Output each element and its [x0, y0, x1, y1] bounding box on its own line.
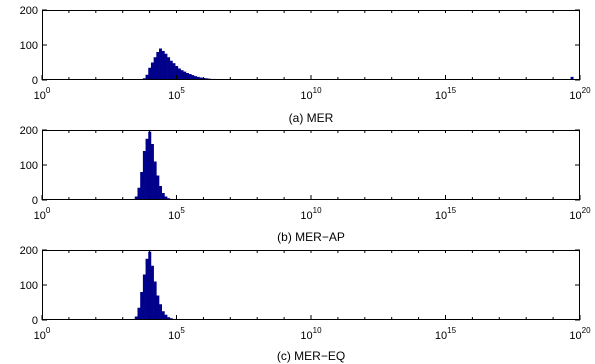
x-tick-label: 1020	[569, 326, 591, 342]
histogram-bar	[150, 144, 154, 200]
x-tick-label: 1015	[435, 206, 457, 222]
histogram-bar	[137, 187, 141, 200]
y-tick-label: 0	[32, 315, 38, 327]
histogram-bar	[153, 57, 157, 80]
x-tick-label: 100	[34, 326, 51, 342]
panel-caption: (a) MER	[289, 111, 334, 125]
y-tick-label: 100	[20, 40, 38, 52]
histogram-bar	[159, 186, 163, 200]
histogram-bar	[161, 311, 165, 320]
y-tick-label: 0	[32, 195, 38, 207]
histogram-bar	[570, 76, 574, 80]
y-tick-label: 100	[20, 160, 38, 172]
x-tick-label: 1010	[300, 326, 322, 342]
histogram-bar	[159, 48, 163, 80]
histogram-bar	[164, 196, 168, 200]
histogram-bar	[164, 53, 168, 80]
x-tick-label: 1010	[300, 206, 322, 222]
histogram-bar	[167, 317, 171, 320]
histogram-bar	[172, 63, 176, 80]
histogram-bar	[145, 74, 149, 80]
y-tick-label: 200	[20, 245, 38, 257]
y-tick-label: 0	[32, 75, 38, 87]
panel-caption: (c) MER−EQ	[277, 349, 345, 363]
histogram-bar	[134, 196, 138, 200]
x-tick-label: 1010	[300, 86, 322, 102]
histogram-bar	[161, 50, 165, 80]
histogram-bar	[199, 77, 203, 80]
histogram-bar	[148, 251, 152, 320]
histogram-bar	[196, 76, 200, 80]
histogram-bar	[164, 314, 168, 320]
histogram-bar	[175, 66, 179, 80]
histogram-bar	[150, 62, 154, 80]
histogram-bar	[148, 131, 152, 200]
x-tick-label: 1015	[435, 326, 457, 342]
y-tick-label: 200	[20, 5, 38, 17]
x-tick-label: 105	[168, 326, 185, 342]
histogram-bar	[148, 67, 152, 80]
x-tick-label: 1015	[435, 86, 457, 102]
histogram-bar	[145, 258, 149, 320]
histogram-bar	[137, 307, 141, 320]
histogram-bar	[167, 57, 171, 80]
histogram-bar	[156, 175, 160, 200]
axes-frame	[42, 130, 580, 200]
axes-frame	[42, 250, 580, 320]
y-tick-label: 100	[20, 280, 38, 292]
histogram-bar	[153, 161, 157, 200]
histogram-bar	[191, 75, 195, 80]
histogram-bar	[145, 138, 149, 200]
y-tick-label: 200	[20, 125, 38, 137]
histogram-bar	[156, 52, 160, 80]
x-tick-label: 1020	[569, 206, 591, 222]
histogram-bar	[161, 193, 165, 200]
histogram-bar	[150, 265, 154, 320]
x-tick-label: 1020	[569, 86, 591, 102]
x-tick-label: 105	[168, 86, 185, 102]
histogram-bar	[142, 151, 146, 200]
histogram-bar	[169, 60, 173, 80]
histogram-bar	[142, 274, 146, 320]
axes-frame	[42, 10, 580, 80]
histogram-bar	[193, 76, 197, 80]
histogram-bar	[180, 70, 184, 80]
histogram-bar	[153, 281, 157, 320]
histogram-bar	[185, 73, 189, 80]
histogram-bar	[140, 292, 144, 320]
histogram-bar	[134, 316, 138, 320]
histogram-bar	[156, 295, 160, 320]
histogram-bar	[177, 68, 181, 80]
panel-caption: (b) MER−AP	[277, 230, 345, 244]
histogram-bar	[188, 74, 192, 80]
x-tick-label: 100	[34, 86, 51, 102]
histogram-bar	[140, 172, 144, 200]
histogram-bar	[183, 71, 187, 80]
x-tick-label: 100	[34, 206, 51, 222]
x-tick-label: 105	[168, 206, 185, 222]
histogram-bar	[159, 304, 163, 320]
